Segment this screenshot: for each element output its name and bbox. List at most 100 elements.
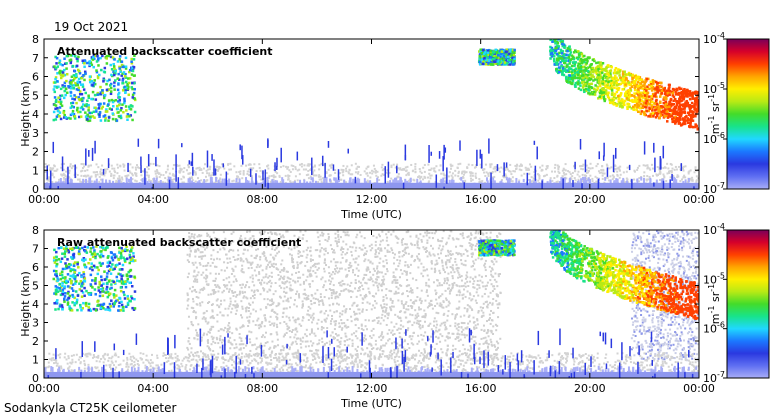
- noise-pixel: [416, 246, 419, 249]
- noise-pixel: [312, 297, 315, 300]
- cloud-pixel: [623, 70, 626, 74]
- haze-pixel: [591, 167, 594, 170]
- aerosol-streak: [332, 164, 335, 171]
- haze-pixel: [454, 169, 457, 172]
- cloud-pixel: [129, 114, 133, 117]
- haze-pixel: [207, 168, 210, 171]
- cloud-pixel: [56, 113, 60, 117]
- noise-pixel: [270, 275, 273, 278]
- haze-pixel: [374, 171, 377, 174]
- haze-pixel: [54, 181, 57, 184]
- cloud-pixel: [573, 71, 577, 75]
- haze-pixel: [595, 180, 598, 183]
- haze-pixel: [545, 168, 548, 171]
- noise-pixel: [236, 303, 239, 306]
- cloud-pixel: [649, 80, 653, 84]
- noise-pixel: [348, 269, 351, 272]
- aerosol-streak: [147, 154, 150, 167]
- cloud-pixel: [127, 85, 130, 89]
- noise-pixel: [336, 245, 339, 248]
- cloud-pixel: [628, 83, 631, 87]
- cloud-pixel: [661, 109, 665, 113]
- noise-pixel: [439, 324, 442, 327]
- cloud-pixel: [639, 82, 643, 85]
- cloud-pixel: [577, 53, 581, 57]
- noise-pixel: [487, 343, 490, 346]
- noise-pixel: [288, 281, 291, 284]
- haze-pixel: [665, 180, 668, 183]
- aerosol-streak: [175, 171, 177, 182]
- noise-pixel: [283, 275, 286, 278]
- cloud-pixel: [556, 41, 560, 45]
- noise-pixel: [226, 284, 229, 287]
- cloud-pixel: [621, 88, 624, 91]
- cloud-pixel: [626, 79, 630, 83]
- aerosol-streak: [476, 149, 478, 166]
- cloud-pixel: [694, 97, 697, 100]
- noise-pixel: [347, 266, 350, 269]
- cloud-pixel: [678, 98, 681, 101]
- cloud-pixel: [662, 111, 665, 114]
- haze-pixel: [394, 166, 397, 169]
- cloud-pixel: [565, 64, 569, 68]
- cloud-pixel: [693, 99, 697, 103]
- haze-pixel: [545, 173, 548, 176]
- cloud-pixel: [611, 98, 614, 102]
- haze-pixel: [520, 174, 523, 177]
- haze-pixel: [128, 170, 131, 173]
- cloud-pixel: [58, 69, 62, 73]
- cloud-pixel: [125, 109, 128, 112]
- cloud-pixel: [63, 113, 66, 117]
- noise-pixel: [370, 308, 373, 311]
- cloud-pixel: [566, 49, 569, 53]
- cloud-pixel: [552, 39, 556, 42]
- haze-pixel: [577, 170, 580, 173]
- haze-pixel: [148, 179, 151, 182]
- cloud-pixel: [478, 54, 482, 58]
- cloud-pixel: [491, 63, 495, 66]
- cloud-pixel: [680, 96, 684, 99]
- noise-pixel: [262, 287, 265, 290]
- noise-pixel: [451, 275, 454, 278]
- noise-pixel: [205, 268, 208, 271]
- aerosol-streak: [488, 138, 490, 154]
- haze-pixel: [193, 171, 196, 174]
- cloud-pixel: [568, 77, 572, 81]
- noise-pixel: [316, 322, 319, 325]
- haze-pixel: [465, 171, 468, 174]
- cloud-pixel: [616, 71, 619, 74]
- cloud-pixel: [613, 92, 617, 96]
- cloud-pixel: [600, 80, 604, 83]
- cloud-pixel: [73, 117, 77, 120]
- colorbar-tick-label: 10-6: [703, 131, 725, 146]
- cloud-pixel: [622, 100, 626, 104]
- haze-pixel: [211, 173, 214, 176]
- haze-pixel: [581, 168, 584, 171]
- cloud-pixel: [692, 110, 695, 114]
- haze-pixel: [249, 167, 252, 170]
- cloud-pixel: [56, 72, 59, 75]
- noise-pixel: [474, 324, 477, 327]
- haze-pixel: [669, 162, 672, 165]
- cloud-pixel: [607, 80, 610, 84]
- haze-pixel: [690, 179, 693, 182]
- haze-pixel: [318, 174, 321, 177]
- cloud-pixel: [657, 86, 660, 89]
- cloud-pixel: [628, 91, 631, 95]
- cloud-pixel: [574, 49, 577, 52]
- cloud-pixel: [59, 102, 63, 106]
- haze-pixel: [406, 165, 409, 168]
- noise-pixel: [385, 303, 388, 306]
- cloud-pixel: [92, 56, 95, 59]
- haze-pixel: [349, 173, 352, 176]
- noise-pixel: [420, 302, 423, 305]
- haze-pixel: [131, 166, 134, 169]
- haze-pixel: [565, 177, 568, 180]
- noise-pixel: [335, 320, 338, 323]
- noise-pixel: [293, 247, 296, 250]
- cloud-pixel: [87, 94, 90, 97]
- noise-pixel: [271, 245, 274, 248]
- haze-pixel: [245, 164, 248, 167]
- cloud-pixel: [110, 73, 113, 77]
- noise-pixel: [454, 325, 457, 328]
